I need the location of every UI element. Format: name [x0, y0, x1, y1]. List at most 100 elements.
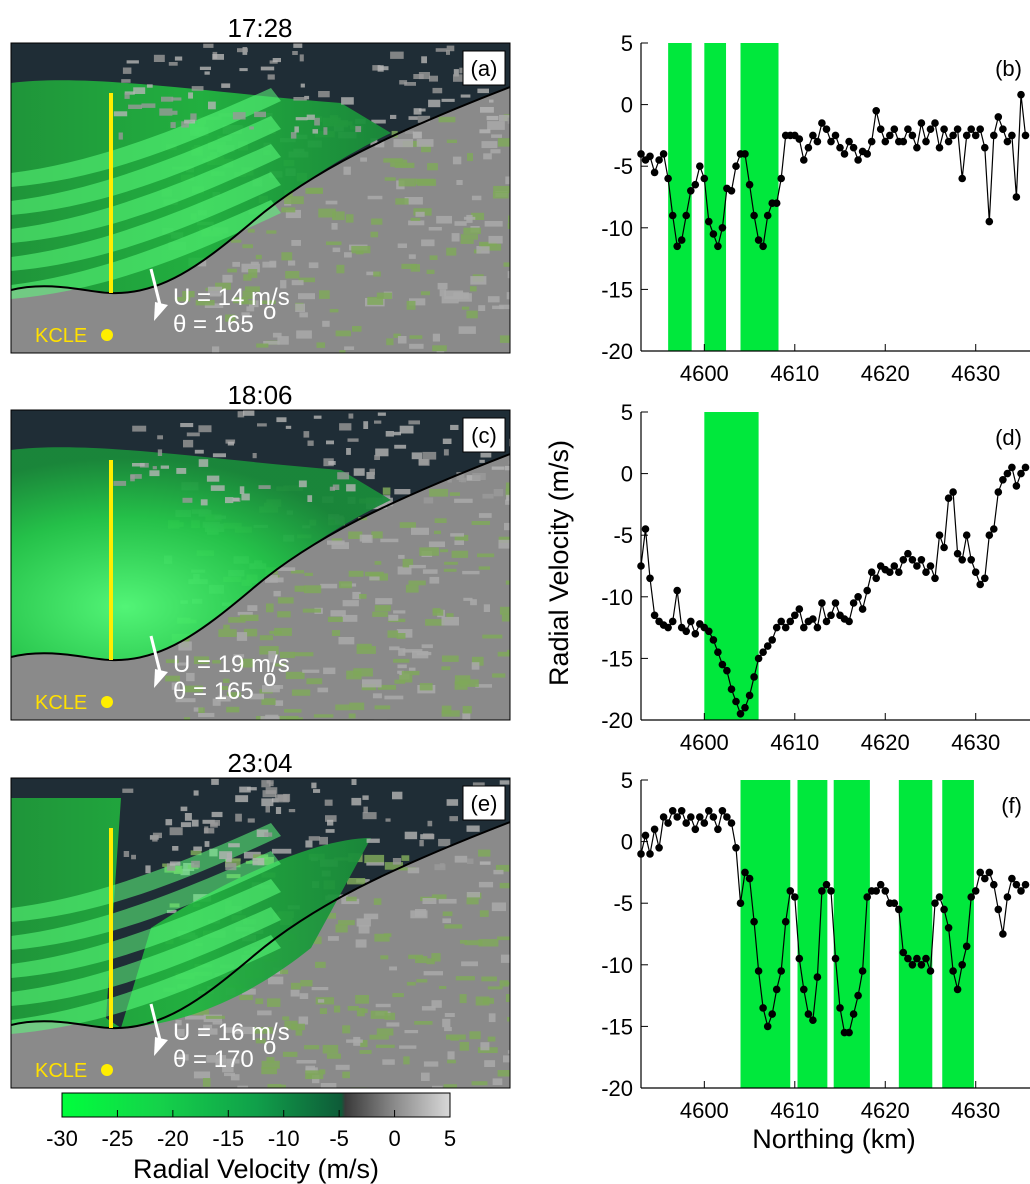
data-point — [691, 825, 700, 834]
data-point — [791, 893, 799, 901]
land-echo — [290, 982, 301, 990]
data-point — [768, 1010, 776, 1018]
land-echo — [458, 326, 476, 334]
data-point — [705, 807, 713, 815]
radar-frame — [10, 42, 511, 354]
data-point — [926, 967, 935, 975]
land-echo — [380, 538, 399, 543]
scattered-echo — [262, 790, 276, 798]
scattered-echo — [232, 497, 240, 501]
land-echo — [274, 663, 287, 667]
data-point — [772, 199, 781, 207]
land-echo — [406, 981, 416, 986]
land-echo — [421, 239, 435, 247]
land-echo — [369, 1034, 389, 1040]
data-point — [750, 917, 758, 926]
land-echo — [466, 899, 479, 905]
data-point — [831, 954, 840, 963]
data-point — [709, 230, 718, 238]
scattered-echo — [299, 54, 304, 62]
land-echo — [377, 684, 397, 690]
data-point — [664, 174, 672, 183]
land-echo — [492, 673, 506, 678]
land-echo — [439, 289, 447, 297]
land-echo — [408, 580, 426, 586]
scattered-echo — [239, 68, 248, 72]
data-point — [931, 119, 939, 127]
data-point — [931, 574, 939, 583]
scattered-echo — [305, 840, 313, 848]
land-echo — [279, 715, 299, 720]
scattered-echo — [239, 486, 245, 494]
land-echo — [505, 488, 510, 497]
colorbar-tick-label: 5 — [444, 1126, 456, 1151]
scattered-echo — [313, 415, 322, 419]
land-echo — [273, 590, 281, 597]
scattered-echo — [191, 860, 200, 868]
scattered-echo — [337, 472, 350, 480]
wind-arrow-shaft — [149, 268, 163, 310]
data-point — [999, 930, 1007, 938]
scattered-echo — [393, 431, 401, 436]
data-point — [962, 131, 971, 140]
scattered-echo — [198, 459, 209, 467]
data-point — [705, 217, 713, 226]
data-point — [1008, 874, 1016, 883]
land-echo — [266, 230, 277, 234]
x-tick-label: 4600 — [680, 730, 729, 755]
scattered-echo — [479, 861, 491, 865]
land-echo — [317, 999, 325, 1003]
land-echo — [384, 1012, 396, 1020]
land-echo — [338, 637, 355, 645]
land-echo — [511, 116, 517, 120]
land-echo — [439, 986, 447, 989]
land-echo — [507, 222, 510, 229]
data-point — [818, 119, 826, 127]
data-point — [858, 967, 867, 975]
data-point — [958, 961, 966, 969]
site-label: KCLE — [35, 325, 87, 347]
land-echo — [349, 702, 365, 711]
land-echo — [268, 651, 277, 660]
land-echo — [432, 1085, 443, 1088]
land-echo — [302, 669, 320, 673]
lake-echo — [11, 447, 391, 661]
data-point — [971, 131, 980, 140]
y-tick-label: -5 — [613, 523, 633, 548]
data-point — [981, 143, 989, 152]
data-point — [800, 156, 808, 164]
land-echo — [499, 304, 510, 310]
land-echo — [166, 910, 177, 914]
data-point — [935, 893, 944, 901]
data-point — [655, 844, 663, 852]
land-echo — [401, 855, 410, 861]
scattered-echo — [427, 820, 433, 827]
data-point — [659, 150, 668, 158]
scattered-echo — [441, 98, 455, 102]
scattered-echo — [307, 495, 313, 502]
data-point — [754, 967, 763, 975]
wind-direction-annotation: θ = 165 — [173, 678, 254, 705]
land-echo — [454, 540, 464, 545]
land-echo — [406, 300, 416, 310]
wind-direction-annotation: θ = 170 — [173, 1046, 254, 1073]
data-point — [687, 813, 695, 821]
land-echo — [375, 598, 393, 605]
land-echo — [373, 271, 381, 277]
band-highlight — [898, 780, 933, 1088]
land-echo — [295, 1029, 303, 1036]
data-point — [908, 556, 917, 564]
site-marker — [101, 696, 113, 708]
data-point — [908, 961, 917, 969]
land-echo — [394, 679, 406, 684]
data-point — [940, 543, 948, 552]
data-point — [895, 568, 903, 576]
data-point — [677, 807, 686, 815]
land-echo — [395, 198, 409, 205]
scattered-echo — [419, 840, 424, 847]
land-echo — [271, 848, 292, 854]
land-echo — [223, 624, 230, 630]
scattered-echo — [466, 825, 480, 832]
land-echo — [331, 538, 343, 542]
land-echo — [383, 158, 403, 163]
